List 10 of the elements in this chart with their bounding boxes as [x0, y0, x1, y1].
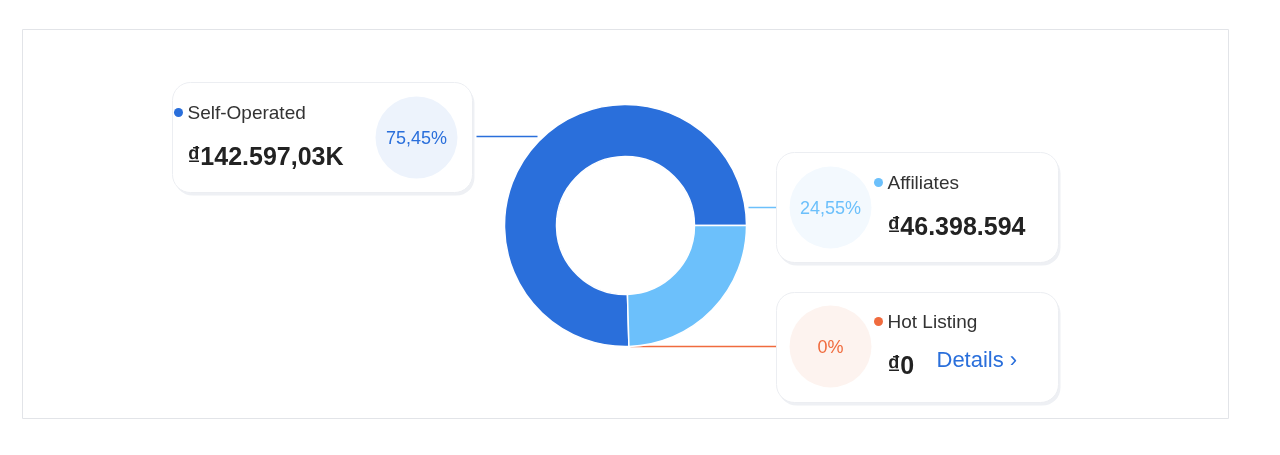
legend-label: Hot Listing — [887, 311, 978, 332]
legend-label: Self-Operated — [187, 102, 306, 123]
text: Details › — [936, 347, 1018, 372]
data-label: 24,55% — [799, 197, 862, 218]
data-label: 75,45% — [385, 127, 448, 148]
legend-label: Affiliates — [887, 172, 959, 193]
text: ₫46.398.594 — [887, 211, 1026, 240]
text: ₫0 — [887, 350, 915, 379]
text: ₫142.597,03K — [187, 141, 344, 170]
text: 0% — [817, 336, 844, 357]
